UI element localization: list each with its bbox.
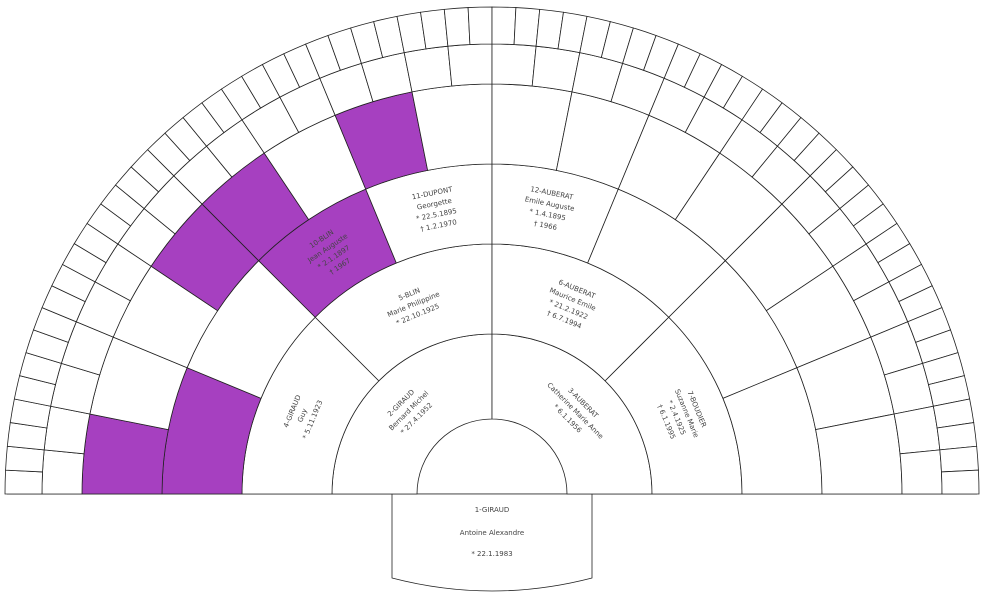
root-date: * 22.1.1983 <box>471 550 512 558</box>
ancestor-sector <box>491 6 517 45</box>
ancestor-sector <box>513 7 541 47</box>
ancestor-sector <box>531 45 581 93</box>
ancestor-sector <box>941 469 980 495</box>
ancestor-sector <box>443 7 471 47</box>
ancestor-sector <box>939 445 979 473</box>
ancestor-sector <box>447 43 493 87</box>
ancestor-sector <box>5 445 45 473</box>
ancestor-sector <box>41 449 85 495</box>
ancestor-sector <box>893 405 941 455</box>
ancestor-sector <box>403 45 453 93</box>
ancestor-sector <box>491 43 537 87</box>
ancestor-sector <box>467 6 493 45</box>
root-box <box>391 493 593 592</box>
root-given: Antoine Alexandre <box>460 529 524 537</box>
ancestor-sector <box>43 405 91 455</box>
ancestor-sector <box>4 469 43 495</box>
ancestor-sector <box>899 449 943 495</box>
root-label: 1-GIRAUD <box>475 506 510 514</box>
